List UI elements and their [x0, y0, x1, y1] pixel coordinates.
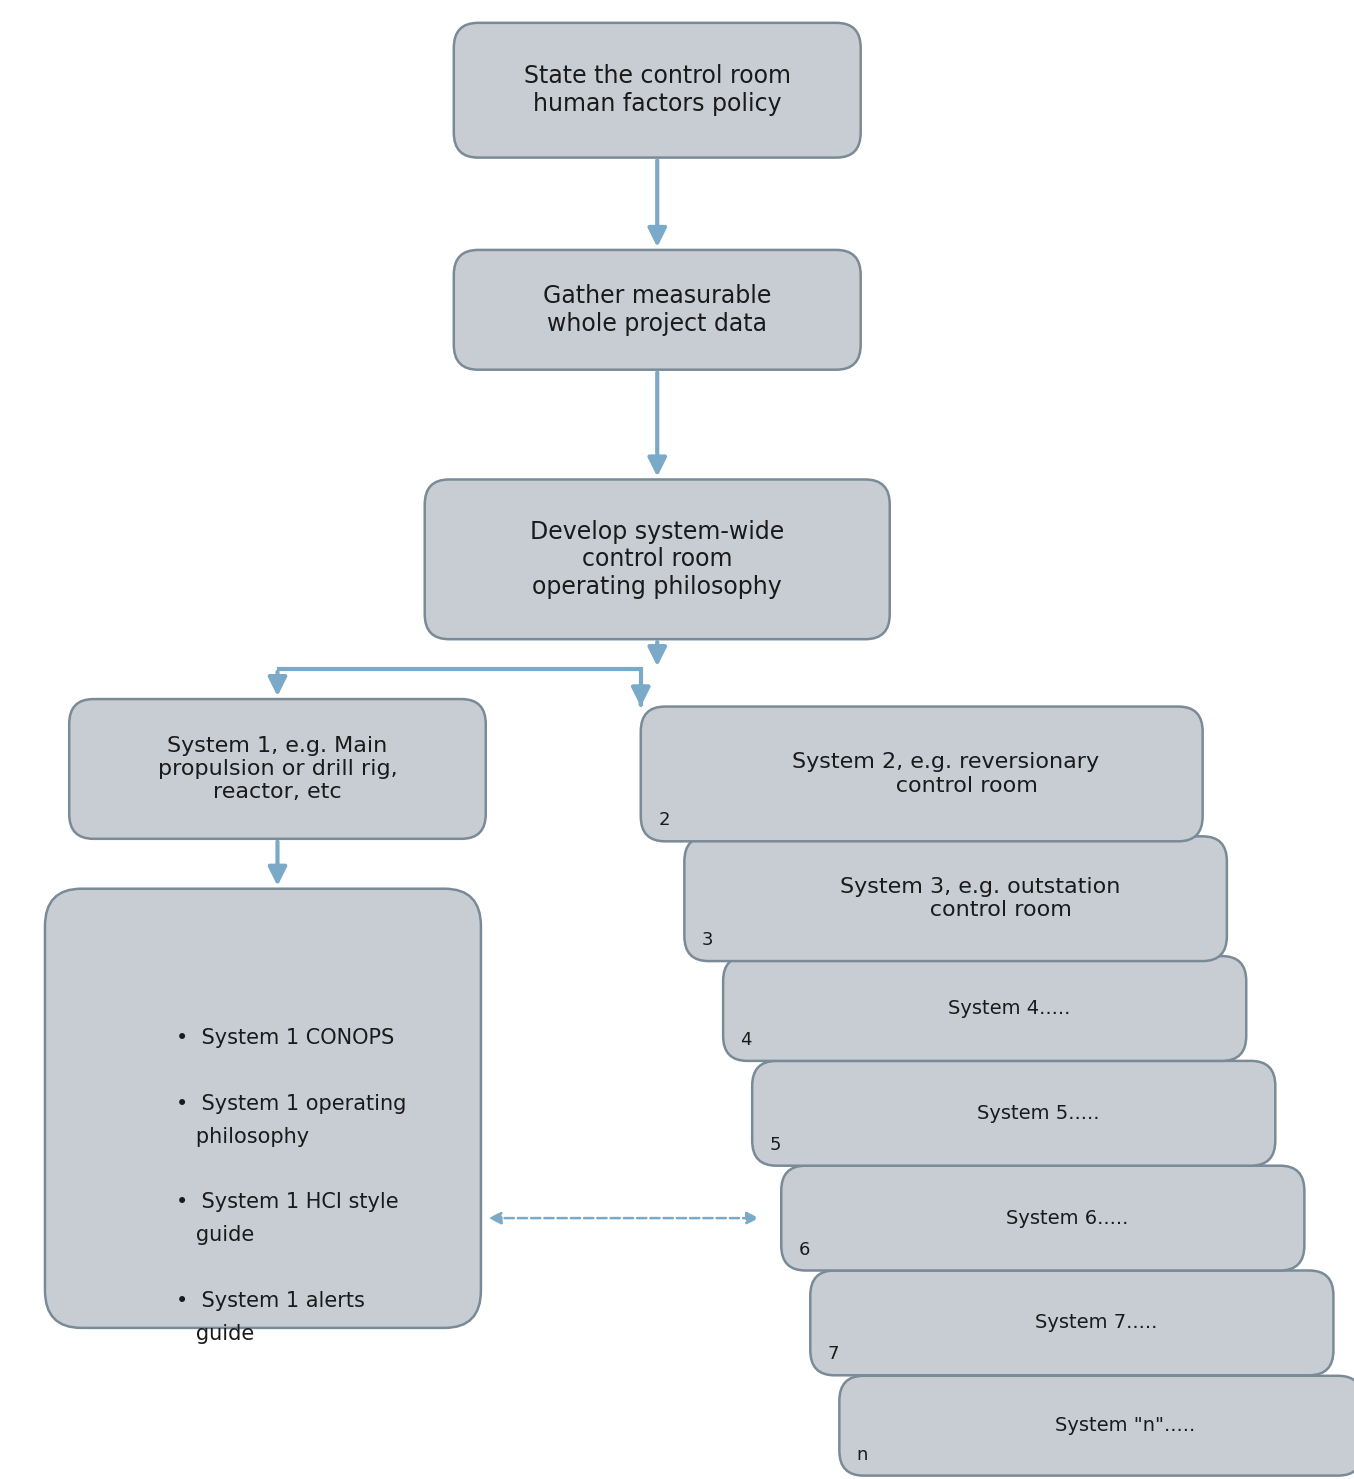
- Text: System 1, e.g. Main
propulsion or drill rig,
reactor, etc: System 1, e.g. Main propulsion or drill …: [157, 735, 397, 802]
- Text: 7: 7: [827, 1346, 839, 1364]
- FancyBboxPatch shape: [810, 1270, 1334, 1375]
- Text: State the control room
human factors policy: State the control room human factors pol…: [524, 64, 791, 117]
- Text: 3: 3: [701, 932, 714, 950]
- FancyBboxPatch shape: [640, 707, 1202, 842]
- Text: 2: 2: [658, 812, 670, 830]
- FancyBboxPatch shape: [69, 700, 486, 839]
- Text: System 4.....: System 4.....: [948, 998, 1070, 1018]
- Text: 6: 6: [799, 1241, 810, 1259]
- FancyBboxPatch shape: [839, 1375, 1354, 1476]
- FancyBboxPatch shape: [781, 1165, 1304, 1270]
- Text: System "n".....: System "n".....: [1055, 1417, 1196, 1435]
- Text: n: n: [857, 1445, 868, 1464]
- Text: System 5.....: System 5.....: [976, 1103, 1099, 1123]
- Text: 4: 4: [741, 1031, 751, 1049]
- Text: Gather measurable
whole project data: Gather measurable whole project data: [543, 284, 772, 336]
- FancyBboxPatch shape: [454, 22, 861, 158]
- Text: System 6.....: System 6.....: [1006, 1208, 1128, 1228]
- Text: System 2, e.g. reversionary
      control room: System 2, e.g. reversionary control room: [792, 753, 1099, 796]
- FancyBboxPatch shape: [753, 1060, 1275, 1165]
- Text: System 7.....: System 7.....: [1034, 1313, 1158, 1333]
- Text: Develop system-wide
control room
operating philosophy: Develop system-wide control room operati…: [531, 519, 784, 599]
- FancyBboxPatch shape: [723, 955, 1246, 1060]
- Text: System 3, e.g. outstation
      control room: System 3, e.g. outstation control room: [839, 877, 1120, 920]
- FancyBboxPatch shape: [425, 479, 890, 639]
- Text: 5: 5: [769, 1136, 781, 1154]
- FancyBboxPatch shape: [684, 836, 1227, 961]
- FancyBboxPatch shape: [454, 250, 861, 370]
- FancyBboxPatch shape: [45, 889, 481, 1328]
- Text: •  System 1 CONOPS

•  System 1 operating
   philosophy

•  System 1 HCI style
 : • System 1 CONOPS • System 1 operating p…: [176, 1028, 406, 1343]
